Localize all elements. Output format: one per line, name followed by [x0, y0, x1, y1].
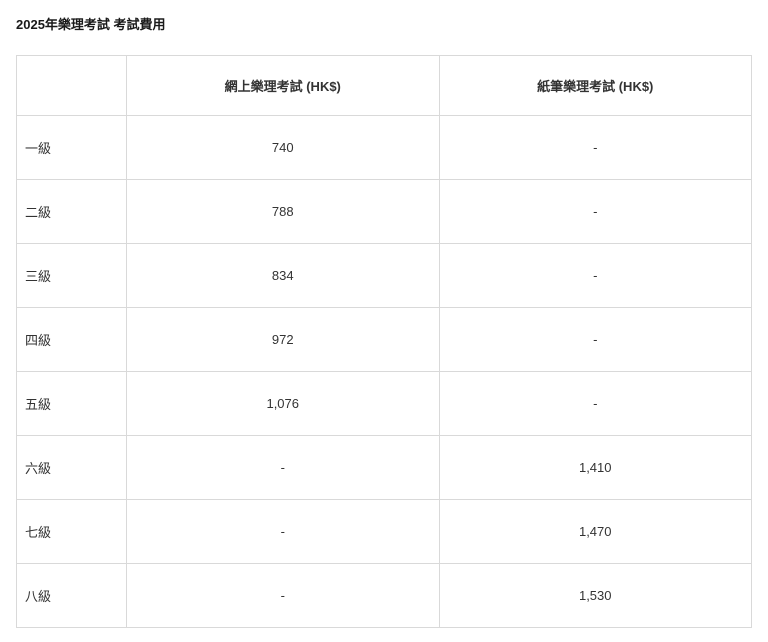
- cell-online: 1,076: [127, 372, 440, 436]
- cell-online: 788: [127, 180, 440, 244]
- table-row: 五級 1,076 -: [17, 372, 752, 436]
- fee-table: 網上樂理考試 (HK$) 紙筆樂理考試 (HK$) 一級 740 - 二級 78…: [16, 55, 752, 628]
- table-row: 七級 - 1,470: [17, 500, 752, 564]
- cell-level: 七級: [17, 500, 127, 564]
- cell-paper: -: [439, 116, 752, 180]
- cell-online: 972: [127, 308, 440, 372]
- page-title: 2025年樂理考試 考試費用: [16, 14, 752, 33]
- table-header-row: 網上樂理考試 (HK$) 紙筆樂理考試 (HK$): [17, 56, 752, 116]
- cell-level: 二級: [17, 180, 127, 244]
- cell-level: 六級: [17, 436, 127, 500]
- cell-level: 一級: [17, 116, 127, 180]
- cell-online: -: [127, 436, 440, 500]
- table-row: 四級 972 -: [17, 308, 752, 372]
- cell-paper: -: [439, 308, 752, 372]
- cell-level: 四級: [17, 308, 127, 372]
- col-header-online: 網上樂理考試 (HK$): [127, 56, 440, 116]
- cell-paper: 1,470: [439, 500, 752, 564]
- cell-online: -: [127, 500, 440, 564]
- cell-paper: -: [439, 244, 752, 308]
- cell-paper: 1,410: [439, 436, 752, 500]
- cell-level: 三級: [17, 244, 127, 308]
- table-row: 六級 - 1,410: [17, 436, 752, 500]
- table-row: 一級 740 -: [17, 116, 752, 180]
- cell-paper: -: [439, 180, 752, 244]
- table-row: 二級 788 -: [17, 180, 752, 244]
- col-header-paper: 紙筆樂理考試 (HK$): [439, 56, 752, 116]
- table-row: 三級 834 -: [17, 244, 752, 308]
- cell-level: 五級: [17, 372, 127, 436]
- cell-paper: -: [439, 372, 752, 436]
- cell-online: 834: [127, 244, 440, 308]
- col-header-level: [17, 56, 127, 116]
- cell-online: 740: [127, 116, 440, 180]
